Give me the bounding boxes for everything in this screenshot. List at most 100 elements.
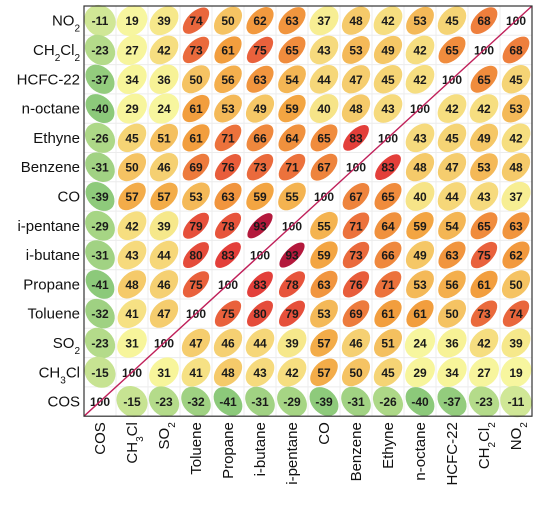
heatmap-cell: 53	[406, 6, 434, 35]
cell-value-label: -32	[187, 395, 205, 409]
cell-value-label: 49	[381, 43, 395, 57]
heatmap-cell: 55	[310, 211, 338, 240]
correlation-ellipse	[279, 242, 305, 268]
cell-value-label: 42	[285, 366, 299, 380]
cell-value-label: 69	[189, 161, 203, 175]
cell-value-label: 71	[349, 219, 363, 233]
cell-value-label: 37	[317, 14, 331, 28]
cell-value-label: 44	[317, 73, 331, 87]
cell-value-label: -15	[123, 395, 141, 409]
correlation-ellipse	[246, 182, 274, 211]
heatmap-cell: 71	[214, 124, 242, 152]
correlation-ellipse	[213, 358, 243, 387]
cell-value-label: 55	[285, 190, 299, 204]
cell-value-label: 48	[221, 366, 235, 380]
heatmap-cell: -23	[148, 386, 180, 417]
correlation-ellipse	[85, 94, 115, 123]
heatmap-cell: 66	[246, 124, 274, 152]
cell-value-label: 64	[381, 219, 395, 233]
correlation-ellipse	[117, 93, 147, 124]
correlation-ellipse	[309, 64, 339, 94]
cell-value-label: 63	[445, 249, 459, 263]
correlation-ellipse	[247, 213, 273, 239]
cell-value-label: 47	[157, 307, 171, 321]
cell-value-label: 44	[157, 249, 171, 263]
correlation-ellipse	[405, 35, 435, 65]
cell-value-label: 80	[189, 249, 203, 263]
heatmap-cell: 24	[404, 327, 436, 359]
heatmap-cell: 42	[437, 94, 467, 123]
cell-value-label: 19	[125, 14, 139, 28]
cell-value-label: 79	[189, 219, 203, 233]
cell-value-label: 65	[317, 131, 331, 145]
heatmap-cell: -11	[84, 4, 116, 37]
correlation-ellipse	[438, 36, 466, 64]
cell-value-label: 68	[477, 14, 491, 28]
heatmap-cell: 67	[310, 153, 338, 181]
cell-value-label: 63	[285, 14, 299, 28]
row-label: Benzene	[21, 159, 80, 176]
cell-value-label: 45	[445, 14, 459, 28]
cell-value-label: 76	[349, 278, 363, 292]
heatmap-cell: 65	[470, 65, 498, 93]
cell-value-label: 24	[157, 102, 171, 116]
heatmap-cell: 83	[247, 271, 273, 298]
cell-value-label: 57	[317, 366, 331, 380]
correlation-ellipse	[372, 386, 404, 417]
cell-value-label: 46	[221, 336, 235, 350]
cell-value-label: -39	[91, 190, 109, 204]
heatmap-cell: 83	[215, 242, 241, 268]
heatmap-cell: 45	[373, 65, 403, 94]
correlation-ellipse	[85, 152, 115, 182]
correlation-ellipse	[373, 358, 403, 387]
heatmap-cell: 65	[278, 36, 306, 64]
heatmap-cell: 56	[438, 270, 466, 299]
cell-value-label: 80	[253, 307, 267, 321]
heatmap-cell: -29	[277, 386, 307, 417]
heatmap-cell: 76	[342, 271, 370, 298]
cell-value-label: 61	[413, 307, 427, 321]
cell-value-label: 74	[509, 307, 523, 321]
heatmap-cell: 47	[341, 65, 371, 94]
heatmap-cell: -41	[85, 269, 115, 299]
correlation-ellipse	[148, 93, 180, 124]
heatmap-cell: 47	[181, 328, 211, 358]
correlation-ellipse	[405, 123, 435, 153]
row-label: COS	[47, 394, 80, 411]
correlation-ellipse	[373, 94, 403, 123]
cell-value-label: 57	[317, 336, 331, 350]
correlation-ellipse	[245, 94, 275, 123]
cell-value-label: 41	[125, 307, 139, 321]
heatmap-cell: 53	[406, 270, 434, 299]
correlation-ellipse	[213, 328, 243, 358]
heatmap-cell: 45	[501, 65, 531, 94]
cell-value-label: 59	[317, 249, 331, 263]
cell-value-label: 61	[381, 307, 395, 321]
cell-value-label: 56	[445, 278, 459, 292]
cell-value-label: 36	[157, 73, 171, 87]
correlation-ellipse	[438, 270, 466, 299]
correlation-ellipse	[245, 328, 275, 358]
heatmap-cell: 42	[277, 357, 307, 387]
heatmap-cell: -11	[500, 385, 532, 418]
heatmap-cell: 65	[374, 182, 402, 210]
correlation-ellipse	[181, 357, 211, 387]
cell-value-label: 19	[509, 366, 523, 380]
heatmap-cell: -26	[84, 122, 116, 153]
cell-value-label: 44	[253, 336, 267, 350]
correlation-ellipse	[437, 182, 467, 211]
row-label: CO	[58, 188, 81, 205]
heatmap-cell: 39	[149, 6, 179, 36]
correlation-ellipse	[310, 299, 338, 328]
correlation-ellipse	[374, 182, 402, 210]
correlation-ellipse	[182, 182, 210, 211]
heatmap-cell: 42	[117, 211, 147, 241]
correlation-ellipse	[150, 123, 178, 152]
cell-value-label: 45	[509, 73, 523, 87]
correlation-ellipse	[181, 65, 211, 94]
correlation-ellipse	[214, 154, 242, 181]
cell-value-label: 53	[221, 102, 235, 116]
heatmap-cell: 57	[310, 358, 338, 387]
heatmap-cell: 93	[247, 213, 273, 239]
correlation-ellipse	[85, 181, 115, 211]
